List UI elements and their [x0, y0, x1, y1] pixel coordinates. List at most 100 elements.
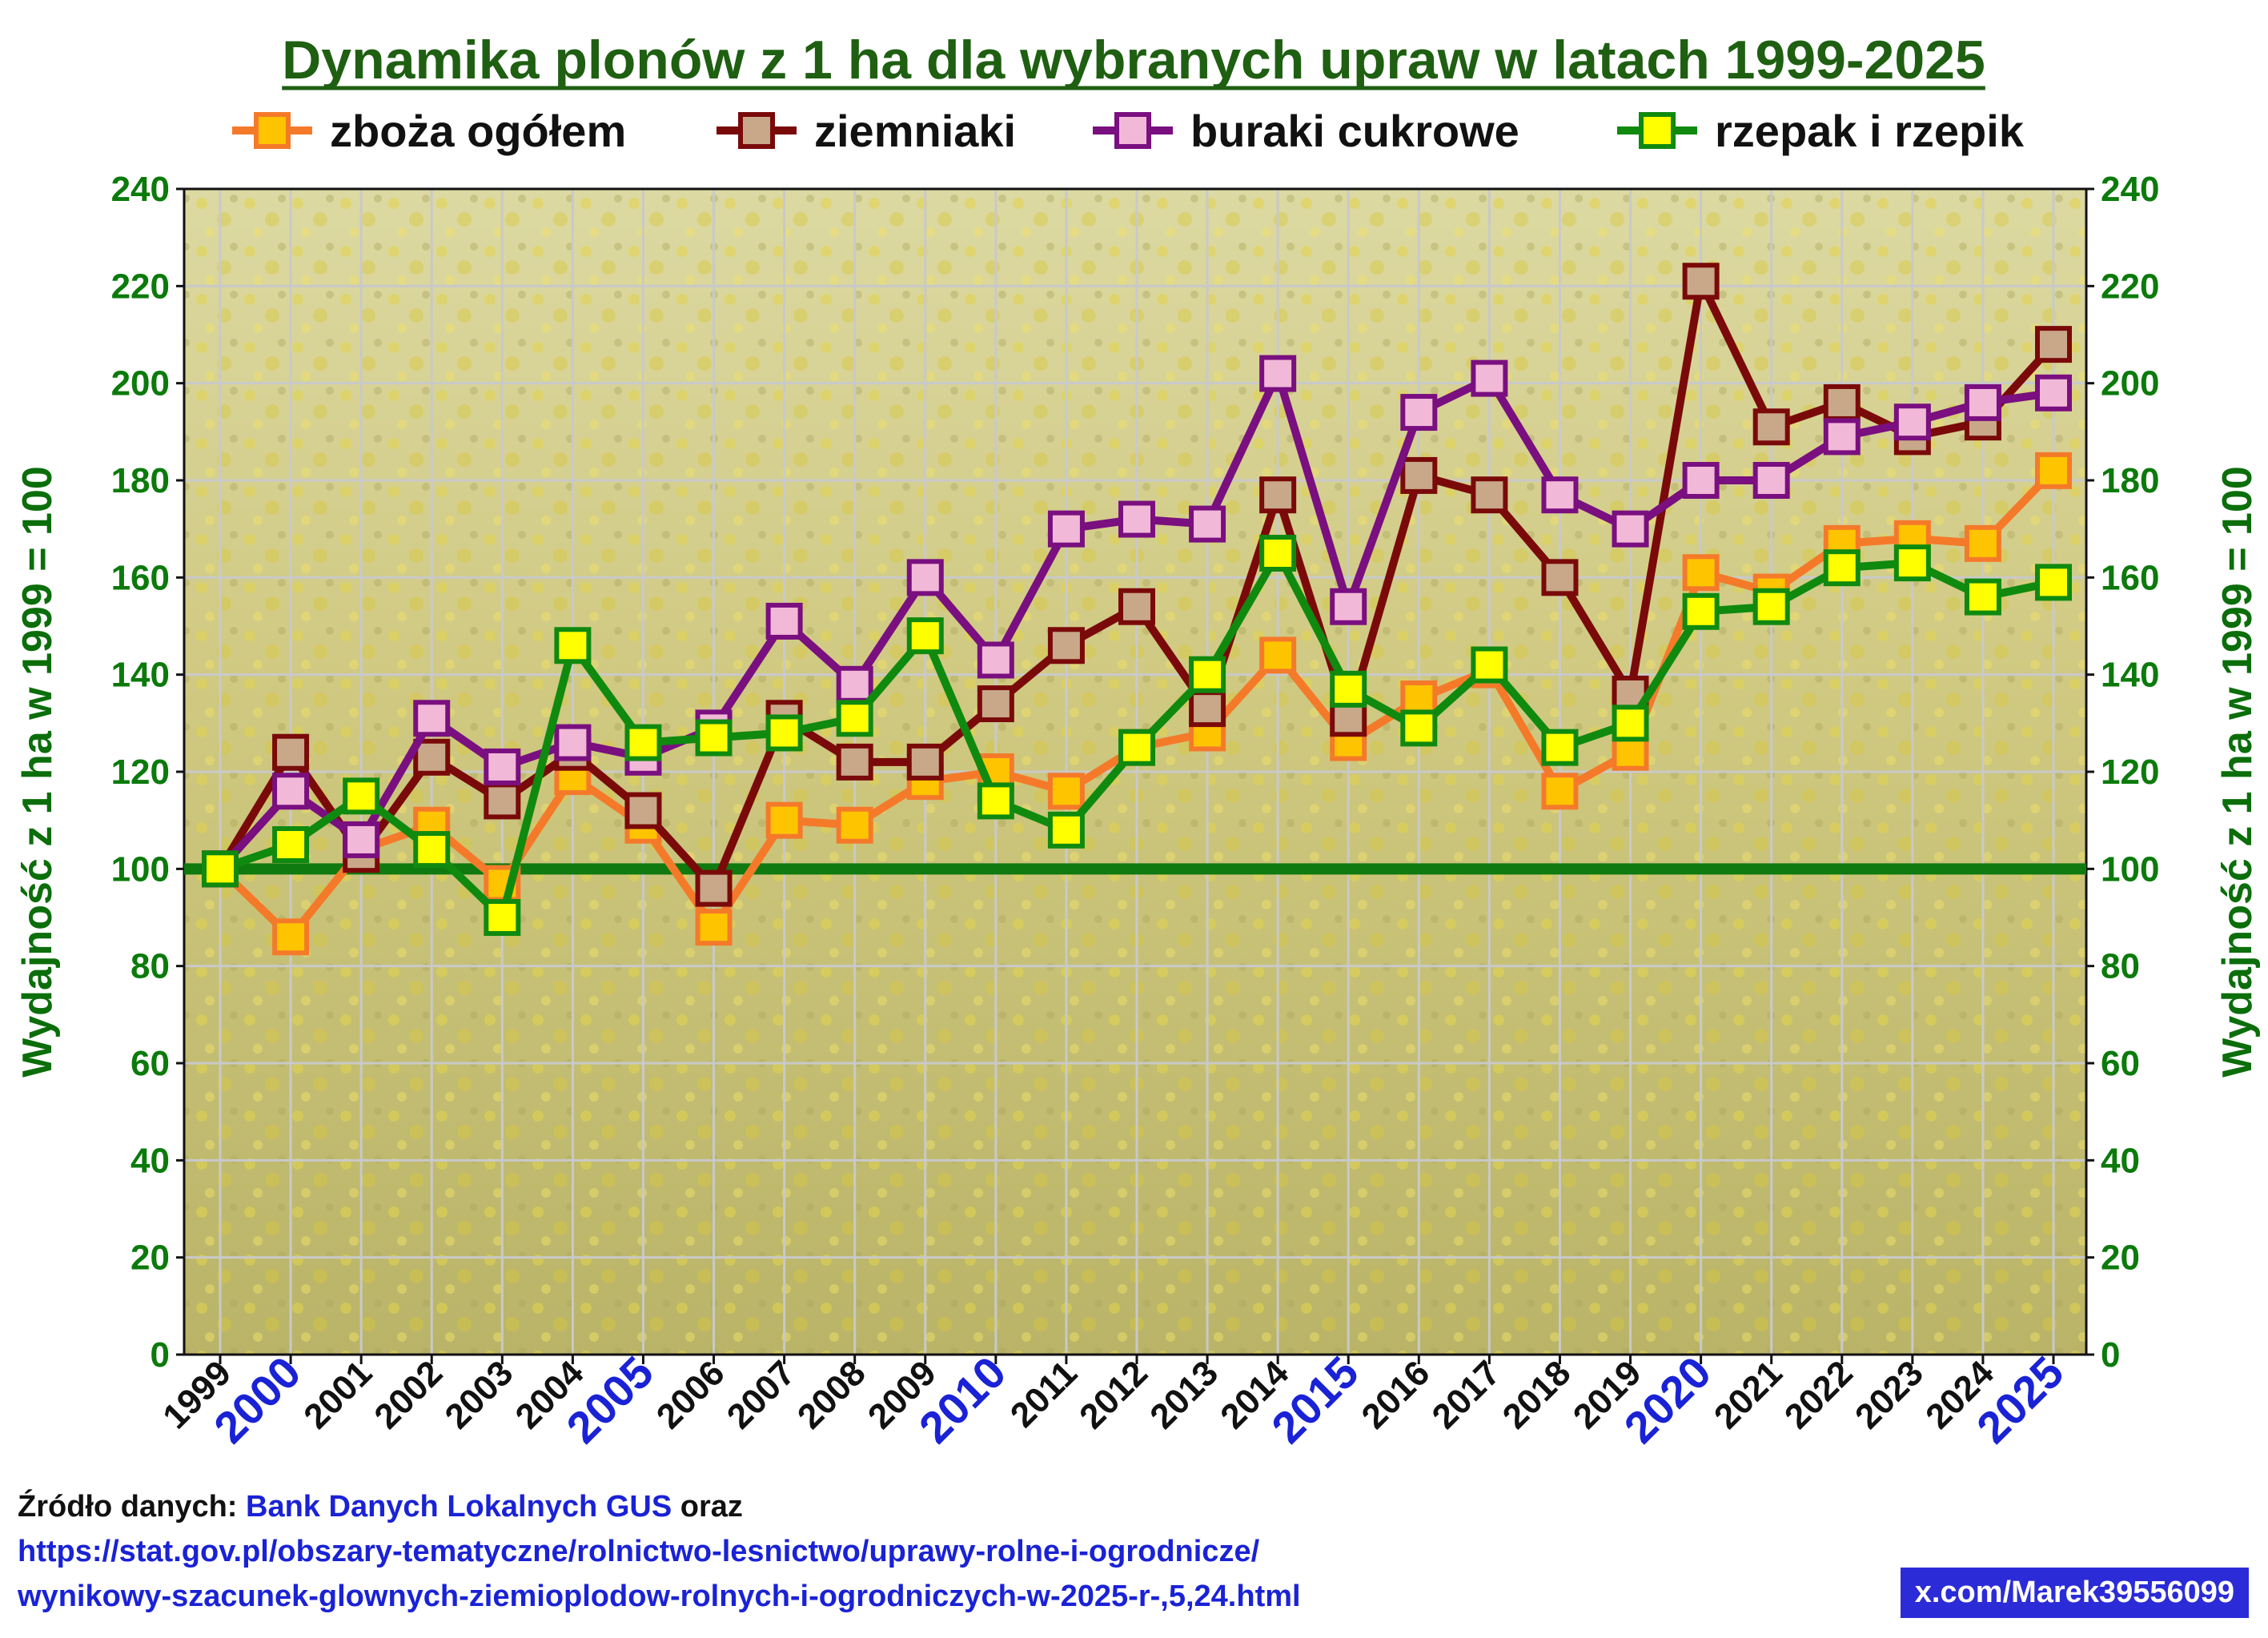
- data-point: [1541, 476, 1579, 514]
- y-axis-left: 0 20 40 60 80 100 120 140 160 180 200 220 240: [111, 170, 184, 1375]
- data-point: [624, 724, 662, 761]
- y-tick-label-right: 80: [2101, 947, 2140, 986]
- x-tick-label: 2017: [1425, 1353, 1508, 1436]
- data-point: [202, 850, 239, 888]
- data-point: [1118, 500, 1155, 538]
- source-url-line2[interactable]: wynikowy-szacunek-glownych-ziemioplodow-…: [18, 1580, 1301, 1613]
- x-tick-label: 2001: [296, 1353, 379, 1436]
- source-url-line1[interactable]: https://stat.gov.pl/obszary-tematyczne/r…: [18, 1535, 1260, 1568]
- data-point: [413, 738, 451, 776]
- y-tick-label-right: 200: [2101, 364, 2159, 403]
- data-point: [1471, 476, 1508, 514]
- data-point: [1471, 646, 1508, 684]
- data-point: [1471, 359, 1508, 397]
- data-point: [484, 899, 521, 936]
- legend-label: ziemniaki: [814, 106, 1016, 156]
- data-point: [1612, 705, 1649, 742]
- x-tick-label: 2018: [1495, 1353, 1579, 1436]
- data-point: [836, 743, 873, 781]
- x-tick-label: 2022: [1777, 1353, 1861, 1436]
- legend-item: buraki cukrowe: [1093, 106, 1519, 156]
- legend-label: zboża ogółem: [330, 106, 626, 156]
- x-tick-label: 2023: [1848, 1353, 1931, 1436]
- x-tick-label: 2021: [1707, 1353, 1790, 1436]
- data-point: [1400, 709, 1438, 747]
- data-point: [1330, 588, 1367, 625]
- data-point: [695, 909, 733, 946]
- data-point: [1259, 636, 1297, 674]
- y-tick-label-left: 200: [111, 364, 170, 403]
- data-point: [1823, 418, 1861, 456]
- series-layer: [202, 263, 2072, 956]
- y-tick-label-right: 140: [2101, 656, 2159, 695]
- data-point: [272, 773, 310, 810]
- data-point: [1612, 733, 1649, 771]
- y-tick-label-left: 60: [130, 1044, 170, 1083]
- x-tick-label: 2006: [649, 1353, 733, 1436]
- legend-item: zboża ogółem: [232, 106, 626, 156]
- data-point: [1752, 408, 1790, 446]
- data-point: [1189, 505, 1226, 543]
- y-tick-label-left: 140: [111, 656, 170, 695]
- data-point: [2035, 564, 2072, 601]
- data-point: [1964, 578, 2001, 616]
- y-tick-label-left: 80: [130, 947, 170, 986]
- data-point: [906, 617, 944, 655]
- data-point: [906, 559, 944, 596]
- data-point: [1118, 729, 1155, 766]
- data-point: [272, 918, 310, 956]
- data-point: [413, 700, 451, 737]
- legend-marker: [1639, 112, 1676, 149]
- y-axis-title-left: Wydajność z 1 ha w 1999 = 100: [14, 466, 61, 1078]
- source-link-bdl[interactable]: Bank Danych Lokalnych GUS: [246, 1490, 672, 1524]
- legend-item: rzepak i rzepik: [1617, 106, 2025, 156]
- data-point: [554, 627, 592, 664]
- series-4: [202, 535, 2072, 936]
- data-point: [1752, 462, 1790, 499]
- x-tick-label: 2003: [438, 1353, 521, 1436]
- legend: zboża ogółem ziemniaki buraki cukrowe rzepa…: [232, 106, 2025, 156]
- data-point: [1330, 700, 1367, 737]
- data-point: [1541, 773, 1579, 810]
- y-tick-label-left: 20: [130, 1239, 170, 1278]
- y-tick-label-right: 100: [2101, 849, 2159, 889]
- source-note: Źródło danych: Bank Danych Lokalnych GUS…: [18, 1484, 1301, 1619]
- legend-marker: [254, 112, 291, 149]
- data-point: [836, 665, 873, 703]
- x-tick-label: 2008: [790, 1353, 873, 1436]
- author-badge[interactable]: x.com/Marek39556099: [1900, 1568, 2249, 1618]
- data-point: [695, 869, 733, 907]
- data-point: [1964, 524, 2001, 562]
- data-point: [1823, 549, 1861, 587]
- y-tick-label-left: 120: [111, 753, 170, 792]
- data-point: [1118, 588, 1155, 625]
- y-tick-label-right: 160: [2101, 558, 2159, 597]
- data-point: [1893, 403, 1931, 441]
- legend-marker: [1114, 112, 1151, 149]
- data-point: [484, 748, 521, 785]
- data-point: [1259, 355, 1297, 392]
- data-point: [272, 733, 310, 771]
- y-tick-label-right: 0: [2101, 1335, 2120, 1375]
- y-tick-label-right: 20: [2101, 1239, 2140, 1278]
- data-point: [1682, 263, 1720, 300]
- source-conjunction: oraz: [680, 1490, 743, 1524]
- data-point: [1047, 627, 1085, 664]
- data-point: [977, 685, 1014, 723]
- data-point: [1259, 476, 1297, 514]
- x-tick-label: 2011: [1003, 1353, 1085, 1435]
- data-point: [1823, 383, 1861, 421]
- data-point: [977, 641, 1014, 679]
- data-point: [1330, 670, 1367, 708]
- x-tick-label: 2012: [1072, 1353, 1155, 1436]
- legend-label: rzepak i rzepik: [1715, 106, 2025, 156]
- data-point: [1682, 592, 1720, 630]
- data-point: [695, 719, 733, 757]
- data-point: [1682, 554, 1720, 592]
- data-point: [1400, 680, 1438, 717]
- y-axis-right: 0 20 40 60 80 100 120 140 160 180 200 220 240: [2086, 170, 2159, 1375]
- x-axis: 1999200020012002200320042005200620072008…: [155, 1347, 2073, 1453]
- data-point: [484, 782, 521, 820]
- data-point: [1682, 462, 1720, 499]
